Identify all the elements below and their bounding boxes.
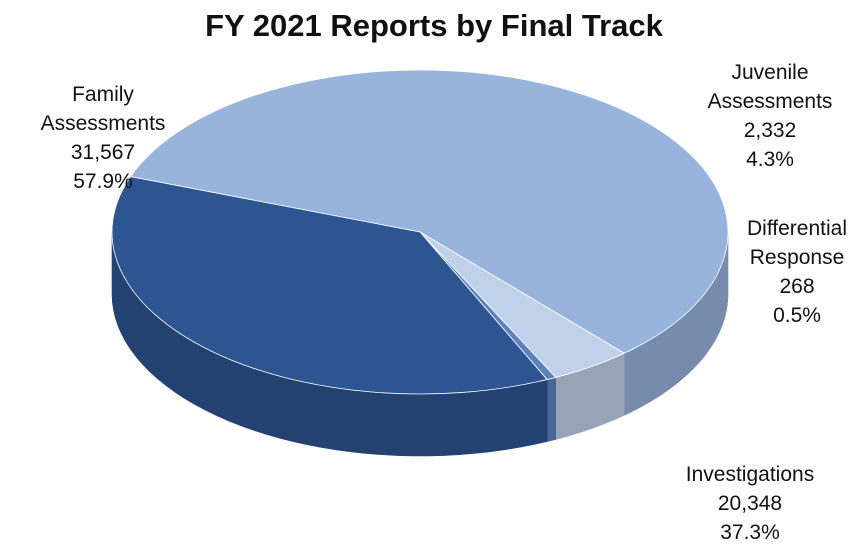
slice-family-assessments xyxy=(129,69,729,354)
slice-percent: 4.3% xyxy=(746,148,794,171)
slice-name-line: Family xyxy=(72,83,134,106)
slice-name-line: Response xyxy=(749,246,845,269)
slice-percent: 37.3% xyxy=(720,521,780,544)
slice-name-line: Juvenile xyxy=(731,61,809,84)
slice-side-differential-response xyxy=(546,377,556,442)
slice-name-line: Assessments xyxy=(40,112,166,135)
slice-name-line: Assessments xyxy=(707,90,833,113)
slice-value: 20,348 xyxy=(717,492,783,515)
label-differential-response: Differential Response 268 0.5% xyxy=(730,214,864,330)
slice-percent: 0.5% xyxy=(773,304,821,327)
label-investigations: Investigations 20,348 37.3% xyxy=(660,460,840,547)
chart-title: FY 2021 Reports by Final Track xyxy=(205,8,663,43)
slice-value: 31,567 xyxy=(70,141,136,164)
slice-name-line: Differential xyxy=(747,217,847,240)
slice-value: 2,332 xyxy=(743,119,797,142)
slice-percent: 57.9% xyxy=(73,170,133,193)
slice-value: 268 xyxy=(779,275,815,298)
slice-investigations xyxy=(111,176,548,395)
slice-name-line: Investigations xyxy=(685,463,815,486)
label-juvenile-assessments: Juvenile Assessments 2,332 4.3% xyxy=(690,58,850,174)
label-family-assessments: Family Assessments 31,567 57.9% xyxy=(8,80,198,196)
